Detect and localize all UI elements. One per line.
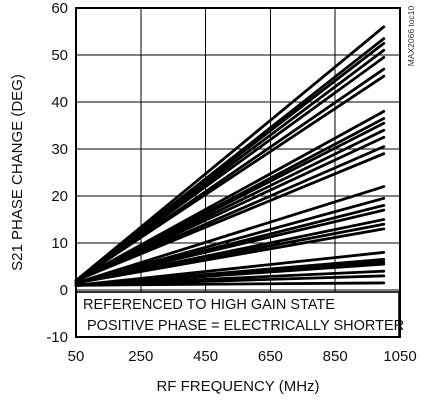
- series-lines: [74, 25, 386, 287]
- x-axis-title: RF FREQUENCY (MHz): [156, 378, 319, 395]
- y-tick-label: -10: [46, 329, 68, 346]
- y-tick-label: 20: [51, 188, 68, 205]
- series-line-28: [74, 281, 386, 287]
- series-line-14: [74, 152, 386, 283]
- series-line-5: [74, 56, 386, 283]
- x-tick-label: 650: [258, 348, 283, 365]
- annotation-reference: REFERENCED TO HIGH GAIN STATE: [83, 297, 335, 313]
- annotation-positive-phase: POSITIVE PHASE = ELECTRICALLY SHORTER: [87, 318, 404, 334]
- series-line-18: [74, 208, 386, 285]
- x-tick-label: 50: [68, 348, 85, 365]
- series-line-21: [74, 227, 386, 285]
- x-tick-label: 1050: [383, 348, 416, 365]
- y-axis-title: S21 PHASE CHANGE (DEG): [9, 74, 26, 271]
- x-tick-label: 450: [193, 348, 218, 365]
- y-tick-label: 50: [51, 47, 68, 64]
- figure-tag: MAX2066 toc10: [406, 5, 416, 66]
- x-tick-label: 850: [323, 348, 348, 365]
- plot-frame: [75, 7, 401, 338]
- y-tick-label: 0: [60, 282, 68, 299]
- y-tick-label: 40: [51, 94, 68, 111]
- x-tick-label: 250: [128, 348, 153, 365]
- series-line-12: [74, 135, 386, 283]
- x-tick-labels: 50 250 450 650 850 1050: [68, 348, 417, 365]
- y-tick-label: 60: [51, 0, 68, 17]
- series-line-1: [74, 25, 386, 283]
- y-tick-label: 10: [51, 235, 68, 252]
- y-tick-labels: -10 0 10 20 30 40 50 60: [46, 0, 68, 346]
- series-line-7: [74, 74, 386, 283]
- y-tick-label: 30: [51, 141, 68, 158]
- series-line-15: [74, 185, 386, 285]
